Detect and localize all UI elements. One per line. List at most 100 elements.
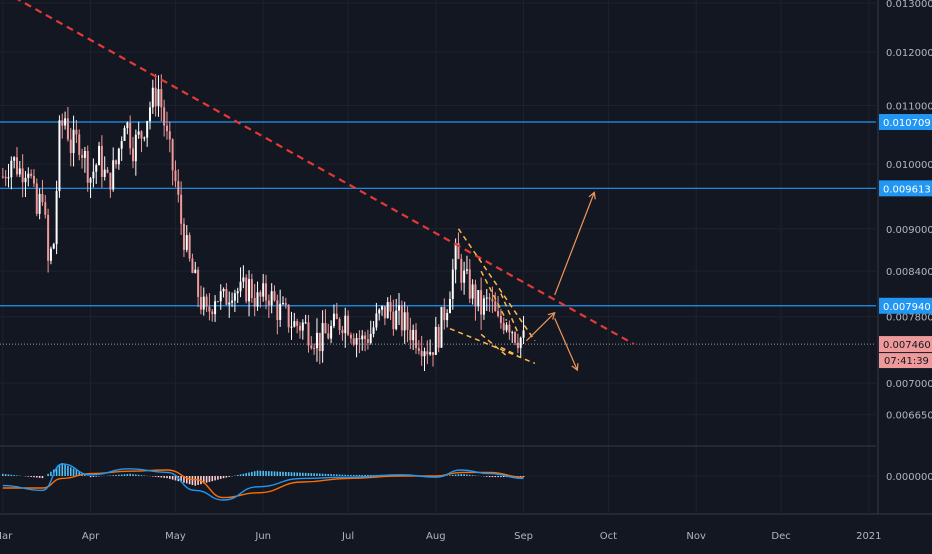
candle-body — [310, 345, 313, 349]
candle-body — [400, 305, 403, 331]
candle-body — [191, 258, 194, 273]
candle-body — [403, 312, 406, 331]
candle-body — [491, 299, 494, 302]
candle-body — [95, 165, 98, 172]
candle-body — [383, 306, 386, 319]
candle-body — [168, 131, 171, 140]
candle-body — [434, 326, 437, 355]
candle-body — [140, 131, 143, 139]
candle-body — [378, 309, 381, 314]
candle-body — [216, 301, 219, 303]
projection-line — [554, 318, 578, 371]
candle-body — [35, 183, 38, 214]
price-tick-label: 0.008400 — [886, 267, 932, 278]
price-tick-label: 0.013000 — [886, 0, 932, 10]
candle-body — [282, 303, 284, 305]
candle-body — [123, 128, 126, 141]
projection-arrowhead — [547, 311, 556, 320]
candle-body — [174, 170, 177, 182]
candle-body — [242, 277, 245, 282]
candle-body — [112, 160, 115, 190]
candle-body — [355, 338, 358, 345]
candle-body — [321, 323, 324, 352]
candle-body — [208, 306, 211, 312]
price-tick-label: 0.011000 — [886, 102, 932, 113]
candle-body — [52, 244, 55, 249]
candle-body — [341, 329, 344, 334]
candle-body — [482, 298, 485, 315]
candle-body — [349, 334, 352, 339]
candle-body — [154, 87, 157, 107]
candle-body — [287, 304, 290, 328]
candle-body — [32, 175, 35, 184]
candle-body — [55, 191, 58, 245]
candle-body — [27, 173, 30, 178]
horizontal-line-label: 0.010709 — [883, 118, 931, 129]
candle-body — [115, 160, 118, 165]
candle-body — [468, 269, 471, 299]
candle-body — [197, 269, 200, 297]
wedge-line — [500, 346, 519, 357]
candle-body — [18, 168, 21, 175]
candle-body — [270, 291, 273, 306]
candle-body — [465, 269, 468, 271]
candle-body — [502, 322, 505, 331]
candle-body — [202, 296, 205, 310]
candle-body — [120, 140, 123, 149]
candle-body — [72, 129, 75, 154]
candle-body — [372, 327, 375, 334]
candle-body — [1, 176, 4, 178]
candle-body — [199, 296, 202, 310]
candle-body — [188, 235, 191, 259]
candle-body — [471, 284, 474, 299]
candle-body — [61, 120, 64, 126]
candle-body — [318, 332, 321, 352]
candle-body — [132, 148, 135, 162]
candle-body — [92, 171, 95, 179]
horizontal-line-tag — [879, 180, 932, 197]
candle-body — [446, 312, 449, 321]
candle-body — [38, 193, 41, 214]
candle-body — [480, 290, 483, 315]
candle-body — [231, 300, 234, 303]
candle-body — [499, 315, 502, 323]
current-price-label: 0.007460 — [883, 340, 931, 351]
countdown-tag — [879, 353, 932, 369]
candle-body — [7, 177, 10, 179]
candle-body — [454, 243, 457, 270]
candle-body — [103, 169, 106, 177]
candle-body — [245, 277, 248, 302]
candle-body — [347, 315, 350, 335]
macd-tick-label: 0.000000 — [886, 472, 932, 483]
candle-body — [10, 160, 13, 178]
candle-body — [298, 325, 301, 331]
candle-body — [66, 118, 69, 140]
candle-body — [395, 310, 398, 330]
candle-body — [313, 348, 316, 350]
price-tick-label: 0.010000 — [886, 160, 932, 171]
candle-body — [180, 194, 183, 224]
candle-body — [409, 329, 412, 341]
candle-body — [69, 139, 72, 154]
candle-body — [307, 322, 310, 346]
candle-body — [151, 87, 154, 108]
candle-body — [81, 154, 84, 158]
time-tick-label: Apr — [82, 531, 100, 542]
candle-body — [98, 145, 101, 166]
candle-body — [406, 312, 409, 330]
candle-body — [519, 337, 522, 348]
candle-body — [375, 313, 378, 328]
candle-body — [86, 151, 89, 183]
candle-body — [205, 296, 208, 307]
axes-layer: 0.013000 0.012000 0.011000 0.010000 0.009000… — [0, 0, 932, 542]
candle-body — [389, 302, 392, 312]
candle-body — [443, 307, 446, 321]
candle-body — [219, 291, 222, 302]
candle-body — [296, 321, 299, 326]
candle-body — [366, 339, 369, 343]
candle-body — [423, 351, 426, 357]
